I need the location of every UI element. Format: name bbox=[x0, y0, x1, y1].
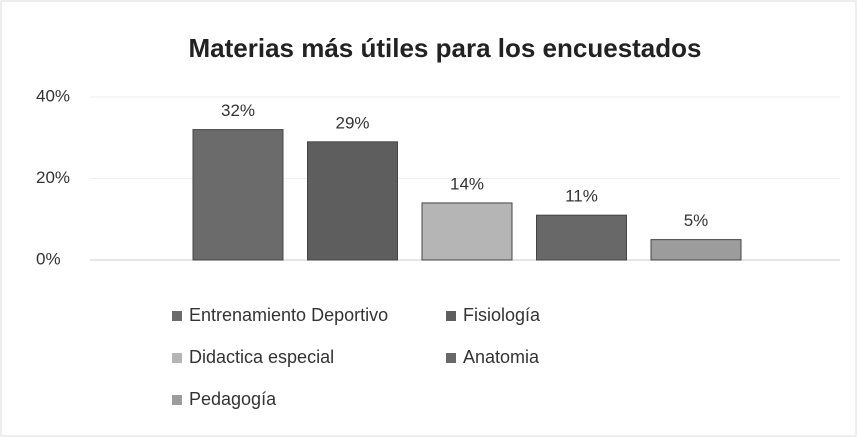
bar bbox=[307, 141, 398, 261]
legend-label: Didactica especial bbox=[189, 347, 334, 367]
legend-swatch bbox=[172, 395, 182, 405]
value-label: 11% bbox=[565, 187, 598, 206]
legend-label: Pedagogía bbox=[189, 389, 277, 409]
value-label: 5% bbox=[684, 211, 709, 230]
value-label: 32% bbox=[221, 101, 255, 120]
y-tick-label: 40% bbox=[36, 86, 70, 105]
value-label: 29% bbox=[335, 113, 369, 132]
legend-label: Entrenamiento Deportivo bbox=[189, 305, 388, 325]
bar bbox=[536, 214, 627, 261]
legend-swatch bbox=[172, 353, 182, 363]
legend-label: Anatomia bbox=[463, 347, 540, 367]
bar bbox=[192, 129, 284, 261]
bar bbox=[650, 239, 742, 261]
y-tick-label: 0% bbox=[36, 249, 61, 268]
bar bbox=[421, 202, 513, 261]
legend-swatch bbox=[172, 311, 182, 321]
legend-swatch bbox=[446, 311, 456, 321]
chart-title: Materias más útiles para los encuestados bbox=[189, 33, 702, 63]
y-tick-label: 20% bbox=[36, 168, 70, 187]
legend-label: Fisiología bbox=[463, 305, 541, 325]
value-label: 14% bbox=[450, 174, 484, 193]
legend-swatch bbox=[446, 353, 456, 363]
